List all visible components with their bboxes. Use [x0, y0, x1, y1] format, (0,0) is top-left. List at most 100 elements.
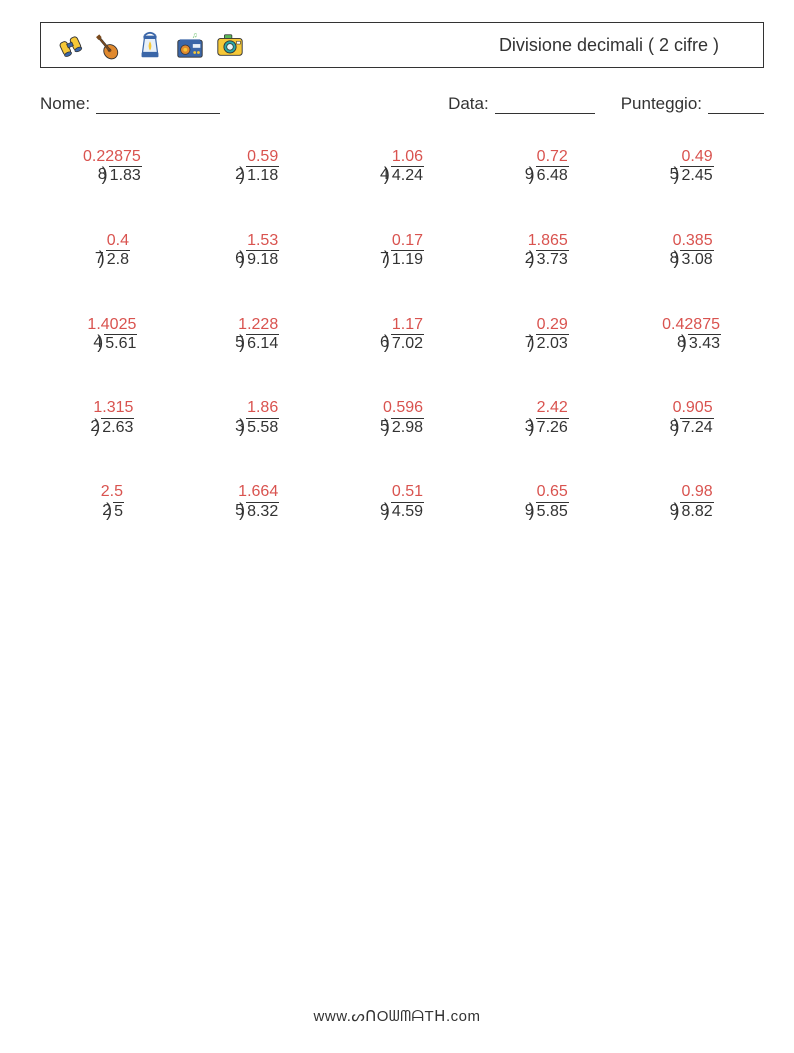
dividend: 3.43)	[688, 334, 721, 353]
problem-cell: 1.31522.63)	[40, 399, 185, 437]
division-problem: 0.6595.85)	[525, 483, 569, 521]
dividend: 8.82)	[680, 502, 713, 521]
division-bracket: )	[681, 332, 687, 353]
answer: 0.29	[537, 316, 569, 334]
score-blank[interactable]	[708, 97, 764, 114]
answer: 2.5	[101, 483, 124, 501]
meta-name: Nome:	[40, 94, 220, 114]
worksheet-title: Divisione decimali ( 2 cifre )	[499, 35, 749, 56]
problem-cell: 0.472.8)	[40, 232, 185, 270]
answer: 0.17	[392, 232, 424, 250]
division-expression: 21.18)	[235, 166, 279, 185]
problem-row: 1.402545.61)1.22856.14)1.1767.02)0.2972.…	[40, 316, 764, 354]
division-bracket: )	[529, 332, 535, 353]
meta-score: Punteggio:	[621, 94, 764, 114]
problem-cell: 0.2972.03)	[474, 316, 619, 354]
dividend: 5.58)	[246, 418, 279, 437]
division-bracket: )	[239, 164, 245, 185]
division-expression: 96.48)	[525, 166, 569, 185]
problem-row: 0.2287581.83)0.5921.18)1.0644.24)0.7296.…	[40, 148, 764, 186]
division-problem: 1.8635.58)	[235, 399, 279, 437]
problem-cell: 0.1771.19)	[330, 232, 475, 270]
division-expression: 67.02)	[380, 334, 424, 353]
division-expression: 35.58)	[235, 418, 279, 437]
problem-cell: 1.0644.24)	[330, 148, 475, 186]
division-problem: 2.4237.26)	[525, 399, 569, 437]
division-expression: 98.82)	[670, 502, 714, 521]
dividend: 7.02)	[391, 334, 424, 353]
division-expression: 81.83)	[98, 166, 142, 185]
problem-row: 1.31522.63) 1.8635.58) 0.59652.98) 2.4237.2…	[40, 399, 764, 437]
problem-cell: 1.86523.73)	[474, 232, 619, 270]
problem-row: 2.525)1.66458.32)0.5194.59)0.6595.85)0.9…	[40, 483, 764, 521]
division-problem: 0.90587.24)	[670, 399, 714, 437]
problem-cell: 1.66458.32)	[185, 483, 330, 521]
answer: 0.59	[247, 148, 279, 166]
problems-grid: 0.2287581.83)0.5921.18)1.0644.24)0.7296.…	[40, 148, 764, 521]
meta-date: Data:	[448, 94, 595, 114]
division-expression: 56.14)	[235, 334, 279, 353]
division-problem: 1.31522.63)	[90, 399, 134, 437]
answer: 2.42	[537, 399, 569, 417]
dividend: 7.24)	[680, 418, 713, 437]
answer: 0.98	[681, 483, 713, 501]
division-problem: 0.472.8)	[95, 232, 130, 270]
division-problem: 0.38583.08)	[670, 232, 714, 270]
division-bracket: )	[97, 332, 103, 353]
division-bracket: )	[529, 248, 535, 269]
division-expression: 25)	[102, 502, 124, 521]
date-label: Data:	[448, 94, 489, 114]
dividend: 5.85)	[536, 502, 569, 521]
answer: 0.49	[681, 148, 713, 166]
problem-cell: 0.90587.24)	[619, 399, 764, 437]
dividend: 1.19)	[391, 250, 424, 269]
division-problem: 2.525)	[101, 483, 124, 521]
name-label: Nome:	[40, 94, 90, 114]
division-expression: 23.73)	[525, 250, 569, 269]
score-label: Punteggio:	[621, 94, 702, 114]
answer: 1.53	[247, 232, 279, 250]
footer: www.ᔕᑎOᗯᗰᗩTᕼ.com	[0, 1007, 794, 1025]
division-expression: 22.63)	[90, 418, 134, 437]
date-blank[interactable]	[495, 97, 595, 114]
division-expression: 83.43)	[677, 334, 721, 353]
problem-cell: 1.1767.02)	[330, 316, 475, 354]
division-expression: 94.59)	[380, 502, 424, 521]
division-bracket: )	[239, 248, 245, 269]
dividend: 3.08)	[680, 250, 713, 269]
division-problem: 1.5369.18)	[235, 232, 279, 270]
division-bracket: )	[384, 500, 390, 521]
division-expression: 37.26)	[525, 418, 569, 437]
division-bracket: )	[384, 164, 390, 185]
division-bracket: )	[99, 248, 105, 269]
division-bracket: )	[102, 164, 108, 185]
dividend: 1.83)	[109, 166, 142, 185]
division-bracket: )	[239, 416, 245, 437]
division-bracket: )	[529, 500, 535, 521]
name-blank[interactable]	[96, 97, 220, 114]
answer: 0.72	[537, 148, 569, 166]
division-bracket: )	[673, 164, 679, 185]
division-expression: 95.85)	[525, 502, 569, 521]
division-bracket: )	[384, 416, 390, 437]
division-problem: 0.4952.45)	[670, 148, 714, 186]
division-problem: 1.22856.14)	[235, 316, 279, 354]
dividend: 2.45)	[680, 166, 713, 185]
problem-cell: 0.7296.48)	[474, 148, 619, 186]
division-bracket: )	[239, 500, 245, 521]
problem-cell: 0.5921.18)	[185, 148, 330, 186]
dividend: 6.48)	[536, 166, 569, 185]
division-problem: 0.59652.98)	[380, 399, 424, 437]
footer-text: www.ᔕᑎOᗯᗰᗩTᕼ.com	[314, 1008, 481, 1025]
division-expression: 87.24)	[670, 418, 714, 437]
division-bracket: )	[94, 416, 100, 437]
dividend: 4.24)	[391, 166, 424, 185]
header-bar: ♫ Divisione decimali ( 2 cifre )	[40, 22, 764, 68]
problem-cell: 1.8635.58)	[185, 399, 330, 437]
division-problem: 0.4287583.43)	[662, 316, 721, 354]
problem-cell: 2.4237.26)	[474, 399, 619, 437]
division-expression: 72.8)	[95, 250, 130, 269]
division-expression: 45.61)	[93, 334, 137, 353]
problem-cell: 0.4952.45)	[619, 148, 764, 186]
dividend: 5)	[113, 502, 124, 521]
